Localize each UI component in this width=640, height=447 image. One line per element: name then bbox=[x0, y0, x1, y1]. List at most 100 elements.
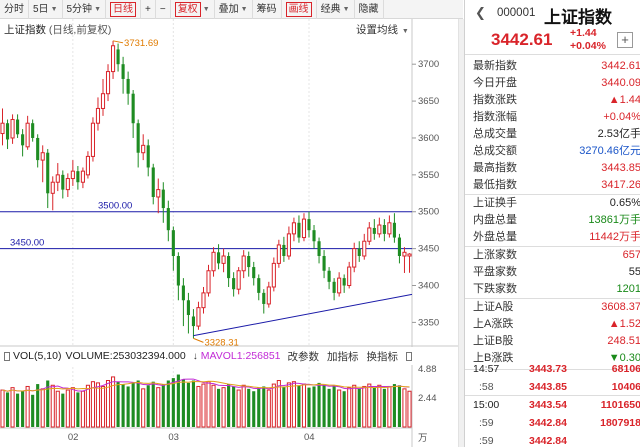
volume-bar bbox=[166, 380, 170, 427]
quote-stat-row: 今日开盘 3440.09 bbox=[465, 75, 640, 92]
quote-stat-value: ▲1.44 bbox=[608, 94, 640, 106]
volume-bar bbox=[70, 387, 75, 428]
candle-body bbox=[377, 224, 382, 235]
candle-body bbox=[367, 227, 372, 242]
extreme-value-label: 3731.69 bbox=[124, 38, 158, 49]
volume-bar bbox=[36, 384, 40, 427]
edit-params-button[interactable]: 改参数 bbox=[287, 350, 320, 363]
quote-stat-label: 今日开盘 bbox=[473, 77, 517, 89]
quote-stat-label: 平盘家数 bbox=[473, 266, 517, 278]
candle-body bbox=[21, 134, 25, 146]
tick-volume: 1101650 bbox=[600, 399, 640, 411]
candle-body bbox=[382, 225, 386, 234]
quote-stat-row: 内盘总量 13861万手 bbox=[465, 212, 640, 229]
toolbar-chips-button[interactable]: 筹码 bbox=[253, 0, 282, 19]
toolbar-daily-button[interactable]: 日线 bbox=[106, 0, 141, 19]
volume-bar bbox=[377, 384, 382, 428]
toolbar-overlay-button[interactable]: 叠加 ▼ bbox=[215, 0, 253, 19]
quote-stat-value: 13861万手 bbox=[588, 214, 640, 226]
toolbar-draw-line-button[interactable]: 画线 bbox=[282, 0, 317, 19]
volume-bar bbox=[257, 387, 261, 427]
quote-stat-label: 最新指数 bbox=[473, 60, 517, 72]
quote-stat-row: 上证换手 0.65% bbox=[465, 195, 640, 212]
candle-body bbox=[176, 256, 180, 286]
quote-stat-value: ▲1.52 bbox=[608, 318, 640, 330]
toolbar-label: 5分钟 bbox=[66, 3, 93, 15]
volume-bar bbox=[181, 379, 185, 427]
switch-indicator-button[interactable]: 换指标 bbox=[366, 350, 399, 363]
toolbar-adjust-button[interactable]: 复权 ▼ bbox=[171, 0, 215, 19]
add-watchlist-icon[interactable]: + bbox=[617, 32, 633, 48]
quote-stat-value: 248.51 bbox=[607, 335, 640, 347]
candle-body bbox=[317, 241, 321, 256]
candle-body bbox=[90, 122, 96, 157]
candle-body bbox=[266, 286, 271, 305]
horizontal-line-label: 3500.00 bbox=[98, 201, 132, 212]
candle-body bbox=[5, 123, 10, 140]
quote-stat-row: 总成交量 2.53亿手 bbox=[465, 126, 640, 143]
x-tick-label: 02 bbox=[68, 432, 79, 443]
collapse-square-icon[interactable] bbox=[4, 351, 10, 361]
candle-body bbox=[337, 277, 342, 294]
toolbar-label: 经典 bbox=[320, 3, 341, 15]
ma-settings-button[interactable]: 设置均线 ▼ bbox=[356, 22, 409, 37]
candle-body bbox=[0, 122, 5, 135]
quote-stat-value: +0.04% bbox=[603, 111, 640, 123]
tick-volume: 1807918 bbox=[600, 417, 640, 429]
quote-stat-value: 3608.37 bbox=[601, 301, 640, 313]
quote-stat-label: 最低指数 bbox=[473, 179, 517, 191]
toolbar-classic-button[interactable]: 经典 ▼ bbox=[317, 0, 355, 19]
volume-bar bbox=[286, 382, 291, 428]
mavol10-line bbox=[2, 380, 410, 392]
quote-stat-row: 最低指数 3417.26 bbox=[465, 177, 640, 194]
quote-stat-row: 上证A股 3608.37 bbox=[465, 299, 640, 316]
candle-body bbox=[397, 237, 401, 256]
volume-bar bbox=[276, 380, 281, 428]
volume-indicator-name[interactable]: VOL(5,10) bbox=[13, 350, 62, 362]
candle-body bbox=[357, 248, 361, 256]
y-tick-label: 3450 bbox=[418, 244, 439, 255]
scrollbar[interactable] bbox=[458, 19, 464, 447]
toolbar-intraday-button[interactable]: 分时 bbox=[0, 0, 29, 19]
candle-body bbox=[171, 230, 175, 256]
volume-bar bbox=[161, 384, 165, 427]
toolbar-label: 隐藏 bbox=[358, 3, 379, 15]
toolbar-hide-button[interactable]: 隐藏 bbox=[355, 0, 384, 19]
candle-body bbox=[297, 222, 301, 238]
candle-body bbox=[70, 170, 75, 180]
quote-stat-value: 55 bbox=[628, 266, 640, 278]
candle-body bbox=[116, 49, 120, 65]
candle-body bbox=[362, 240, 367, 257]
toolbar-label: + bbox=[145, 3, 151, 15]
toolbar-5min-button[interactable]: 5分钟 ▼ bbox=[63, 0, 106, 19]
volume-bar bbox=[196, 385, 201, 428]
y-tick-label: 3650 bbox=[418, 96, 439, 107]
volume-bar bbox=[227, 384, 231, 427]
volume-bar bbox=[21, 391, 25, 427]
candle-body bbox=[227, 256, 231, 279]
toolbar-5day-button[interactable]: 5日 ▼ bbox=[29, 0, 63, 19]
quote-stat-row: 平盘家数 55 bbox=[465, 264, 640, 281]
toolbar-zoom-in-button[interactable]: + bbox=[141, 0, 156, 19]
chevron-down-icon: ▼ bbox=[342, 5, 350, 13]
quote-stat-label: 内盘总量 bbox=[473, 214, 517, 226]
volume-bar bbox=[156, 387, 161, 428]
candle-body bbox=[146, 145, 150, 168]
prev-stock-icon[interactable]: ❮ bbox=[475, 5, 486, 20]
volume-bar bbox=[121, 384, 125, 427]
candle-body bbox=[31, 123, 35, 138]
candle-body bbox=[252, 267, 256, 279]
kline-chart[interactable]: 3350 3400 3450 3500 3550 3600 3650 3700 02 03 04 35… bbox=[0, 19, 458, 447]
tick-row: 15:00 3443.54 1101650 bbox=[465, 396, 640, 414]
volume-bar bbox=[266, 389, 271, 428]
volume-bar bbox=[176, 374, 180, 427]
candle-body bbox=[40, 152, 45, 161]
close-square-icon[interactable] bbox=[406, 351, 412, 361]
volume-bar bbox=[151, 381, 155, 427]
quote-stat-label: 总成交额 bbox=[473, 145, 517, 157]
toolbar-zoom-out-button[interactable]: − bbox=[156, 0, 171, 19]
volume-bar bbox=[141, 388, 146, 428]
volume-bar bbox=[342, 391, 346, 427]
add-indicator-button[interactable]: 加指标 bbox=[327, 350, 359, 363]
candle-body bbox=[247, 256, 251, 268]
